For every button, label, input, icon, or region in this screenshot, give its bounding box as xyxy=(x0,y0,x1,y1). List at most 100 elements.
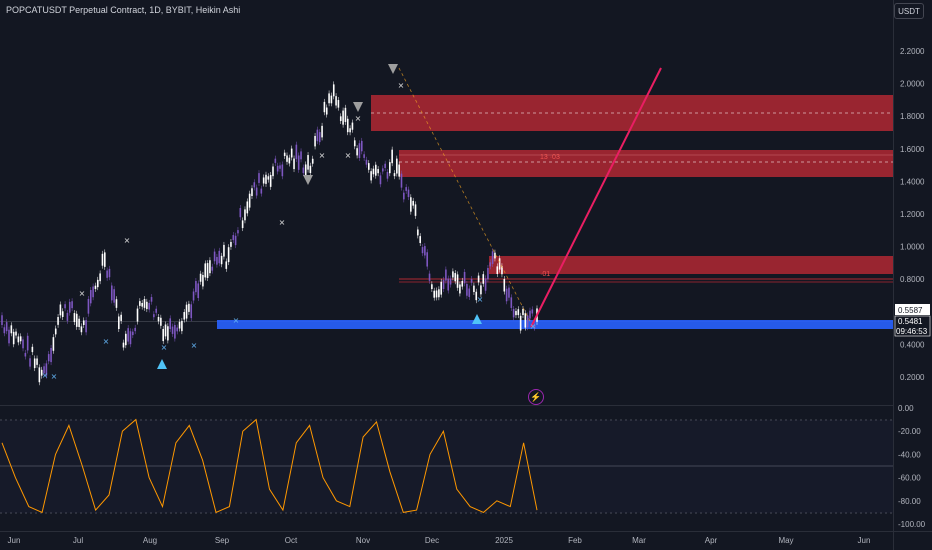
candle-body xyxy=(143,299,146,308)
time-tick-label: Sep xyxy=(215,536,230,545)
candle-body xyxy=(227,247,230,263)
x-marker: × xyxy=(42,371,49,380)
candle-body xyxy=(389,162,391,174)
candle-body xyxy=(410,197,412,212)
x-marker: × xyxy=(51,372,58,381)
price-tick-label: 2.0000 xyxy=(900,80,925,89)
candle-body xyxy=(190,304,193,319)
time-axis: Jun Jul Aug Sep Oct Nov Dec 2025 Feb Mar Apr May Jun xyxy=(8,536,871,545)
time-tick-label: Feb xyxy=(568,536,582,545)
triangle-down-marker xyxy=(303,175,313,185)
candle-body xyxy=(281,164,284,177)
price-tick-label: 0.4000 xyxy=(900,340,925,349)
candle-body xyxy=(29,358,31,367)
time-tick-label: Jul xyxy=(73,536,83,545)
candle-body xyxy=(206,263,209,278)
candle-body xyxy=(75,313,78,327)
candle-body xyxy=(325,107,328,115)
candle-body xyxy=(321,125,323,138)
lightning-icon[interactable]: ⚡ xyxy=(528,389,544,405)
candle-body xyxy=(122,342,125,348)
resistance-zone-low[interactable] xyxy=(489,256,893,274)
candle-body xyxy=(45,363,48,376)
candle-body xyxy=(52,337,55,351)
candle-body xyxy=(260,188,263,194)
candle-body xyxy=(153,314,155,318)
candle-body xyxy=(8,329,10,344)
candle-body xyxy=(246,201,249,214)
candle-body xyxy=(346,118,349,133)
candle-body xyxy=(438,289,440,298)
triangle-down-marker xyxy=(353,102,363,112)
x-markers: × ××××× ×××× ××××× xyxy=(42,81,537,381)
candle-body xyxy=(213,251,216,262)
candle-body xyxy=(496,266,499,275)
x-marker: × xyxy=(161,343,168,352)
candle-body xyxy=(101,253,104,266)
candle-body xyxy=(473,285,475,293)
candle-body xyxy=(396,158,398,174)
candle-body xyxy=(414,204,417,216)
candle-body xyxy=(255,187,258,196)
x-marker: × xyxy=(398,81,405,90)
candle-body xyxy=(115,299,118,308)
candle-body xyxy=(519,315,522,331)
candle-body xyxy=(15,331,17,336)
candle-body xyxy=(68,301,71,313)
candle-body xyxy=(379,175,382,185)
candle-body xyxy=(17,336,20,343)
candle-body xyxy=(356,148,358,156)
candle-body xyxy=(503,279,506,292)
candle-body xyxy=(405,187,407,191)
price-tick-label: 0.8000 xyxy=(900,275,925,284)
candle-body xyxy=(265,174,267,184)
resistance-zone-mid[interactable] xyxy=(399,150,893,177)
time-tick-label: Dec xyxy=(425,536,439,545)
candle-body xyxy=(218,250,221,264)
candle-body xyxy=(288,157,291,164)
candle-body xyxy=(127,328,129,342)
candle-body xyxy=(484,278,487,291)
candle-body xyxy=(276,165,279,172)
x-marker: × xyxy=(124,236,131,245)
candle-body xyxy=(342,110,344,125)
candle-body xyxy=(89,290,92,304)
candle-body xyxy=(174,324,176,339)
candle-body xyxy=(111,285,113,301)
candle-body xyxy=(96,279,99,288)
candle-body xyxy=(463,271,466,284)
candle-body xyxy=(515,311,517,316)
candle-body xyxy=(164,324,167,337)
candle-body xyxy=(353,140,356,147)
candle-body xyxy=(188,303,190,312)
candle-body xyxy=(307,155,309,170)
candle-body xyxy=(330,95,333,104)
candle-body xyxy=(419,236,421,244)
candle-body xyxy=(318,132,321,143)
candle-body xyxy=(302,167,305,174)
candle-body xyxy=(258,173,260,183)
candle-body xyxy=(19,336,22,342)
support-zone[interactable] xyxy=(217,320,893,329)
candle-body xyxy=(433,290,436,298)
candle-body xyxy=(365,159,368,165)
currency-button[interactable]: USDT xyxy=(894,3,924,19)
candle-body xyxy=(351,122,354,130)
candle-body xyxy=(150,297,153,302)
current-price-tag xyxy=(894,315,931,337)
candle-body xyxy=(85,320,87,333)
candle-body xyxy=(185,304,188,319)
oscillator-line xyxy=(1,418,538,514)
projection-line[interactable] xyxy=(530,67,662,328)
candle-body xyxy=(384,163,386,168)
candle-body xyxy=(335,96,337,106)
candle-body xyxy=(456,274,459,288)
candle-body xyxy=(66,312,69,321)
candle-body xyxy=(31,346,34,353)
candle-body xyxy=(269,174,272,187)
candle-body xyxy=(33,358,36,369)
candle-body xyxy=(73,313,76,323)
candle-body xyxy=(262,177,265,184)
candle-body xyxy=(459,284,461,294)
